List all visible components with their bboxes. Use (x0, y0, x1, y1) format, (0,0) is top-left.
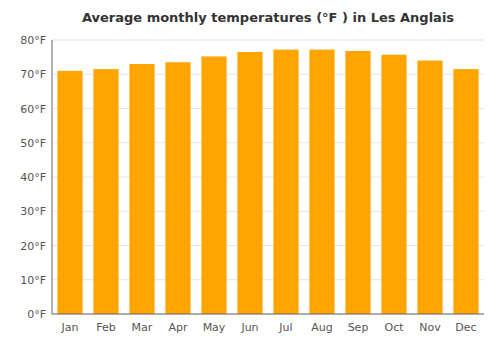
bar (129, 64, 154, 314)
chart-svg: Average monthly temperatures (°F ) in Le… (0, 0, 500, 350)
y-tick-label: 0°F (27, 308, 46, 321)
grid-line (52, 40, 484, 41)
y-tick-label: 80°F (20, 34, 46, 47)
grid-line (52, 314, 484, 315)
chart-title: Average monthly temperatures (°F ) in Le… (82, 10, 454, 25)
x-tick-label: Oct (384, 321, 404, 334)
bar (309, 50, 334, 314)
x-tick-label: Dec (455, 321, 476, 334)
x-tick-label: Mar (132, 321, 153, 334)
y-tick-label: 60°F (20, 103, 46, 116)
y-tick-label: 20°F (20, 240, 46, 253)
bars (57, 50, 478, 314)
bar (345, 51, 370, 314)
bar (201, 56, 226, 314)
x-tick-label: Jul (278, 321, 292, 334)
bar (237, 52, 262, 314)
x-tick-label: Feb (96, 321, 115, 334)
bar (453, 69, 478, 314)
bar (417, 61, 442, 314)
x-tick-label: Aug (311, 321, 332, 334)
y-tick-label: 30°F (20, 205, 46, 218)
x-tick-label: Jun (240, 321, 258, 334)
y-tick-label: 70°F (20, 68, 46, 81)
x-axis-line (52, 314, 484, 315)
y-axis-line (52, 40, 53, 314)
page: {"chart_data": {"type": "bar", "title": … (0, 0, 500, 350)
y-tick-label: 10°F (20, 274, 46, 287)
x-tick-label: Nov (419, 321, 441, 334)
x-tick-label: May (203, 321, 226, 334)
y-tick-label: 50°F (20, 137, 46, 150)
bar (273, 50, 298, 314)
bar (93, 69, 118, 314)
bar (57, 71, 82, 314)
grid (52, 40, 484, 314)
x-tick-label: Sep (348, 321, 369, 334)
x-tick-label: Apr (168, 321, 188, 334)
x-axis: Jan Feb Mar Apr May Jun Jul Aug Sep Oct Nov Dec (52, 314, 484, 334)
y-axis: 0°F 10°F 20°F 30°F 40°F 50°F 60°F 70°F 80°F (20, 34, 52, 321)
y-tick-label: 40°F (20, 171, 46, 184)
chart-container: Average monthly temperatures (°F ) in Le… (0, 0, 500, 350)
bar (381, 55, 406, 314)
x-tick-label: Jan (61, 321, 79, 334)
bar (165, 62, 190, 314)
